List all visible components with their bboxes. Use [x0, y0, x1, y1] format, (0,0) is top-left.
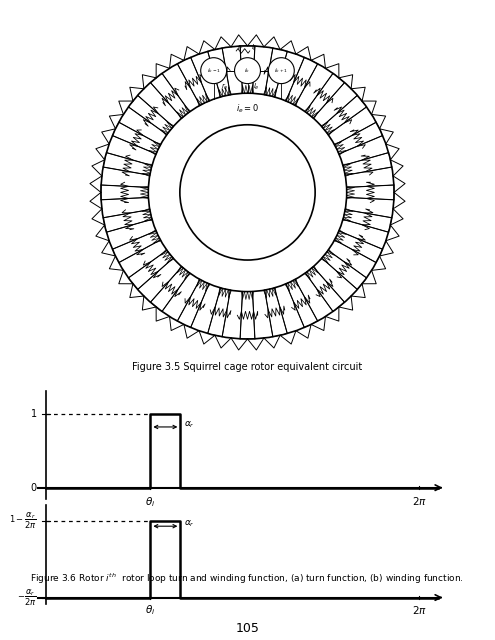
Text: $\alpha_r$: $\alpha_r$	[184, 518, 195, 529]
Text: $i_k$: $i_k$	[245, 66, 250, 75]
Polygon shape	[150, 74, 190, 118]
Polygon shape	[305, 74, 345, 118]
Text: 0: 0	[31, 483, 37, 493]
Polygon shape	[103, 209, 152, 232]
Circle shape	[200, 58, 227, 84]
Text: $r_e$: $r_e$	[221, 81, 229, 92]
Text: $l_r$: $l_r$	[251, 43, 257, 53]
Polygon shape	[240, 46, 255, 93]
Text: 105: 105	[236, 622, 259, 635]
Text: Figure 3.5 Squirrel cage rotor equivalent circuit: Figure 3.5 Squirrel cage rotor equivalen…	[132, 362, 363, 372]
Circle shape	[268, 58, 295, 84]
Text: $2\pi$: $2\pi$	[412, 495, 427, 507]
Polygon shape	[322, 95, 366, 134]
Polygon shape	[322, 250, 366, 289]
Polygon shape	[343, 152, 392, 175]
Text: $-\dfrac{\alpha_r}{2\pi}$: $-\dfrac{\alpha_r}{2\pi}$	[17, 588, 37, 607]
Polygon shape	[103, 152, 152, 175]
Text: $l_e$: $l_e$	[253, 81, 260, 92]
Text: $i_{k-1}$: $i_{k-1}$	[207, 66, 221, 75]
Polygon shape	[265, 288, 287, 337]
Text: $\theta_i$: $\theta_i$	[145, 495, 155, 509]
Polygon shape	[208, 288, 230, 337]
Text: $i_e = 0$: $i_e = 0$	[236, 103, 259, 115]
Polygon shape	[208, 48, 230, 97]
Polygon shape	[177, 58, 209, 106]
Polygon shape	[343, 209, 392, 232]
Text: $r_r$: $r_r$	[237, 43, 245, 53]
Polygon shape	[101, 185, 148, 200]
Circle shape	[101, 46, 394, 339]
Polygon shape	[335, 122, 383, 154]
Polygon shape	[129, 95, 173, 134]
Polygon shape	[335, 231, 383, 262]
Polygon shape	[177, 280, 209, 328]
Text: $\theta_i$: $\theta_i$	[145, 604, 155, 618]
Polygon shape	[286, 58, 318, 106]
Text: $1-\dfrac{\alpha_r}{2\pi}$: $1-\dfrac{\alpha_r}{2\pi}$	[8, 511, 37, 531]
Polygon shape	[346, 185, 394, 200]
Polygon shape	[150, 267, 190, 312]
Polygon shape	[112, 122, 160, 154]
Circle shape	[180, 125, 315, 260]
Polygon shape	[265, 48, 287, 97]
Text: 1: 1	[31, 408, 37, 419]
Polygon shape	[112, 231, 160, 262]
Polygon shape	[240, 291, 255, 339]
Circle shape	[235, 58, 260, 84]
Polygon shape	[129, 250, 173, 289]
Text: $i_{k+1}$: $i_{k+1}$	[274, 66, 288, 75]
Text: Figure 3.6 Rotor $i^{th}$  rotor loop turn and winding function, (a) turn functi: Figure 3.6 Rotor $i^{th}$ rotor loop tur…	[30, 572, 463, 586]
Text: $2\pi$: $2\pi$	[412, 604, 427, 616]
Polygon shape	[305, 267, 345, 312]
Text: $\alpha_r$: $\alpha_r$	[184, 419, 195, 430]
Polygon shape	[286, 280, 318, 328]
